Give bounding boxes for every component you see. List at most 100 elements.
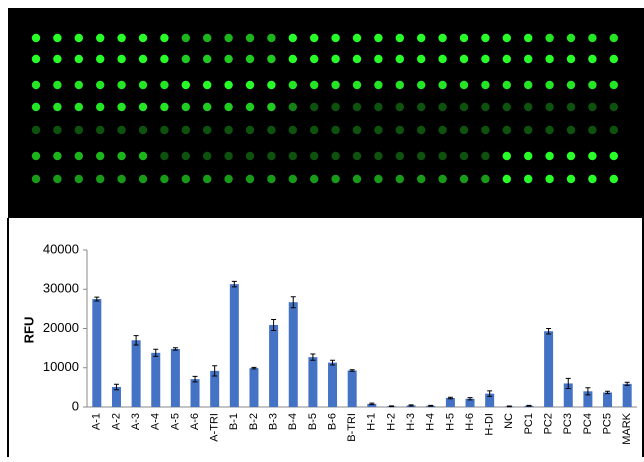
- spot: [288, 102, 297, 112]
- spot: [588, 80, 597, 90]
- spot: [395, 54, 404, 64]
- spot: [545, 125, 554, 135]
- bar: [544, 331, 554, 407]
- spot: [267, 174, 276, 184]
- spot: [31, 80, 41, 90]
- spot: [245, 102, 255, 112]
- spot: [417, 33, 426, 43]
- spot: [203, 174, 212, 184]
- spot: [545, 33, 554, 43]
- spot: [352, 102, 362, 112]
- spot: [160, 102, 169, 112]
- spot: [352, 33, 362, 43]
- spot: [459, 54, 469, 64]
- spot: [203, 151, 212, 161]
- y-tick-label: 20000: [43, 320, 79, 335]
- spot: [438, 151, 447, 161]
- bar: [485, 393, 495, 407]
- spot: [609, 80, 618, 90]
- bar: [131, 340, 141, 407]
- spot: [459, 174, 469, 184]
- spot: [53, 174, 62, 184]
- spot: [53, 80, 62, 90]
- x-tick-label: PC5: [601, 413, 613, 434]
- spot: [374, 80, 383, 90]
- spot: [181, 151, 190, 161]
- x-tick-label: B-1: [228, 413, 240, 430]
- spot: [481, 174, 490, 184]
- spot: [374, 125, 383, 135]
- spot: [74, 33, 84, 43]
- spot: [288, 80, 297, 90]
- x-tick-label: A-TRI: [209, 413, 221, 442]
- spot: [502, 80, 511, 90]
- spot: [53, 54, 62, 64]
- bar: [563, 383, 573, 407]
- spot: [524, 80, 533, 90]
- spot: [566, 80, 576, 90]
- spot: [545, 80, 554, 90]
- x-tick-label: A-3: [130, 413, 142, 430]
- error-bar: [330, 359, 336, 366]
- spot: [502, 102, 511, 112]
- spot: [138, 151, 148, 161]
- error-bar: [467, 397, 473, 401]
- spot: [74, 125, 84, 135]
- error-bar: [408, 404, 414, 407]
- spot: [417, 80, 426, 90]
- spot: [374, 102, 383, 112]
- spot: [224, 174, 233, 184]
- spot: [117, 102, 126, 112]
- spot: [245, 54, 255, 64]
- spot: [352, 54, 362, 64]
- spot: [588, 102, 597, 112]
- error-bar: [172, 347, 178, 351]
- error-bar: [585, 387, 591, 396]
- spot: [224, 54, 233, 64]
- spot: [609, 102, 618, 112]
- bar: [151, 352, 161, 407]
- bar: [583, 391, 593, 407]
- error-bar: [290, 296, 296, 309]
- spot: [245, 33, 255, 43]
- spot: [481, 80, 490, 90]
- error-bar: [251, 366, 257, 370]
- spot: [31, 33, 41, 43]
- spot: [352, 174, 362, 184]
- error-bar: [447, 396, 453, 400]
- spot: [331, 151, 340, 161]
- spot: [310, 151, 319, 161]
- bar: [170, 348, 180, 407]
- spot: [31, 125, 41, 135]
- y-tick-label: 30000: [43, 281, 79, 296]
- bar: [92, 299, 102, 407]
- spot: [224, 151, 233, 161]
- spot: [53, 102, 62, 112]
- spot: [481, 125, 490, 135]
- spot: [117, 33, 126, 43]
- spot: [395, 174, 404, 184]
- x-tick-label: PC3: [562, 413, 574, 434]
- spot: [438, 80, 447, 90]
- x-tick-label: B-5: [307, 413, 319, 430]
- spot: [245, 80, 255, 90]
- spot: [502, 54, 511, 64]
- spot: [609, 54, 618, 64]
- spot: [181, 33, 190, 43]
- spot: [545, 102, 554, 112]
- spot: [417, 151, 426, 161]
- bar: [111, 386, 121, 407]
- spot: [524, 33, 533, 43]
- spot: [267, 54, 276, 64]
- bar: [308, 357, 318, 407]
- error-bar: [133, 335, 139, 346]
- spot: [502, 33, 511, 43]
- error-bar: [271, 318, 277, 331]
- spot: [117, 80, 126, 90]
- spot: [267, 151, 276, 161]
- spot: [417, 125, 426, 135]
- spot: [524, 102, 533, 112]
- spot: [224, 125, 233, 135]
- spot: [138, 125, 148, 135]
- spot: [352, 80, 362, 90]
